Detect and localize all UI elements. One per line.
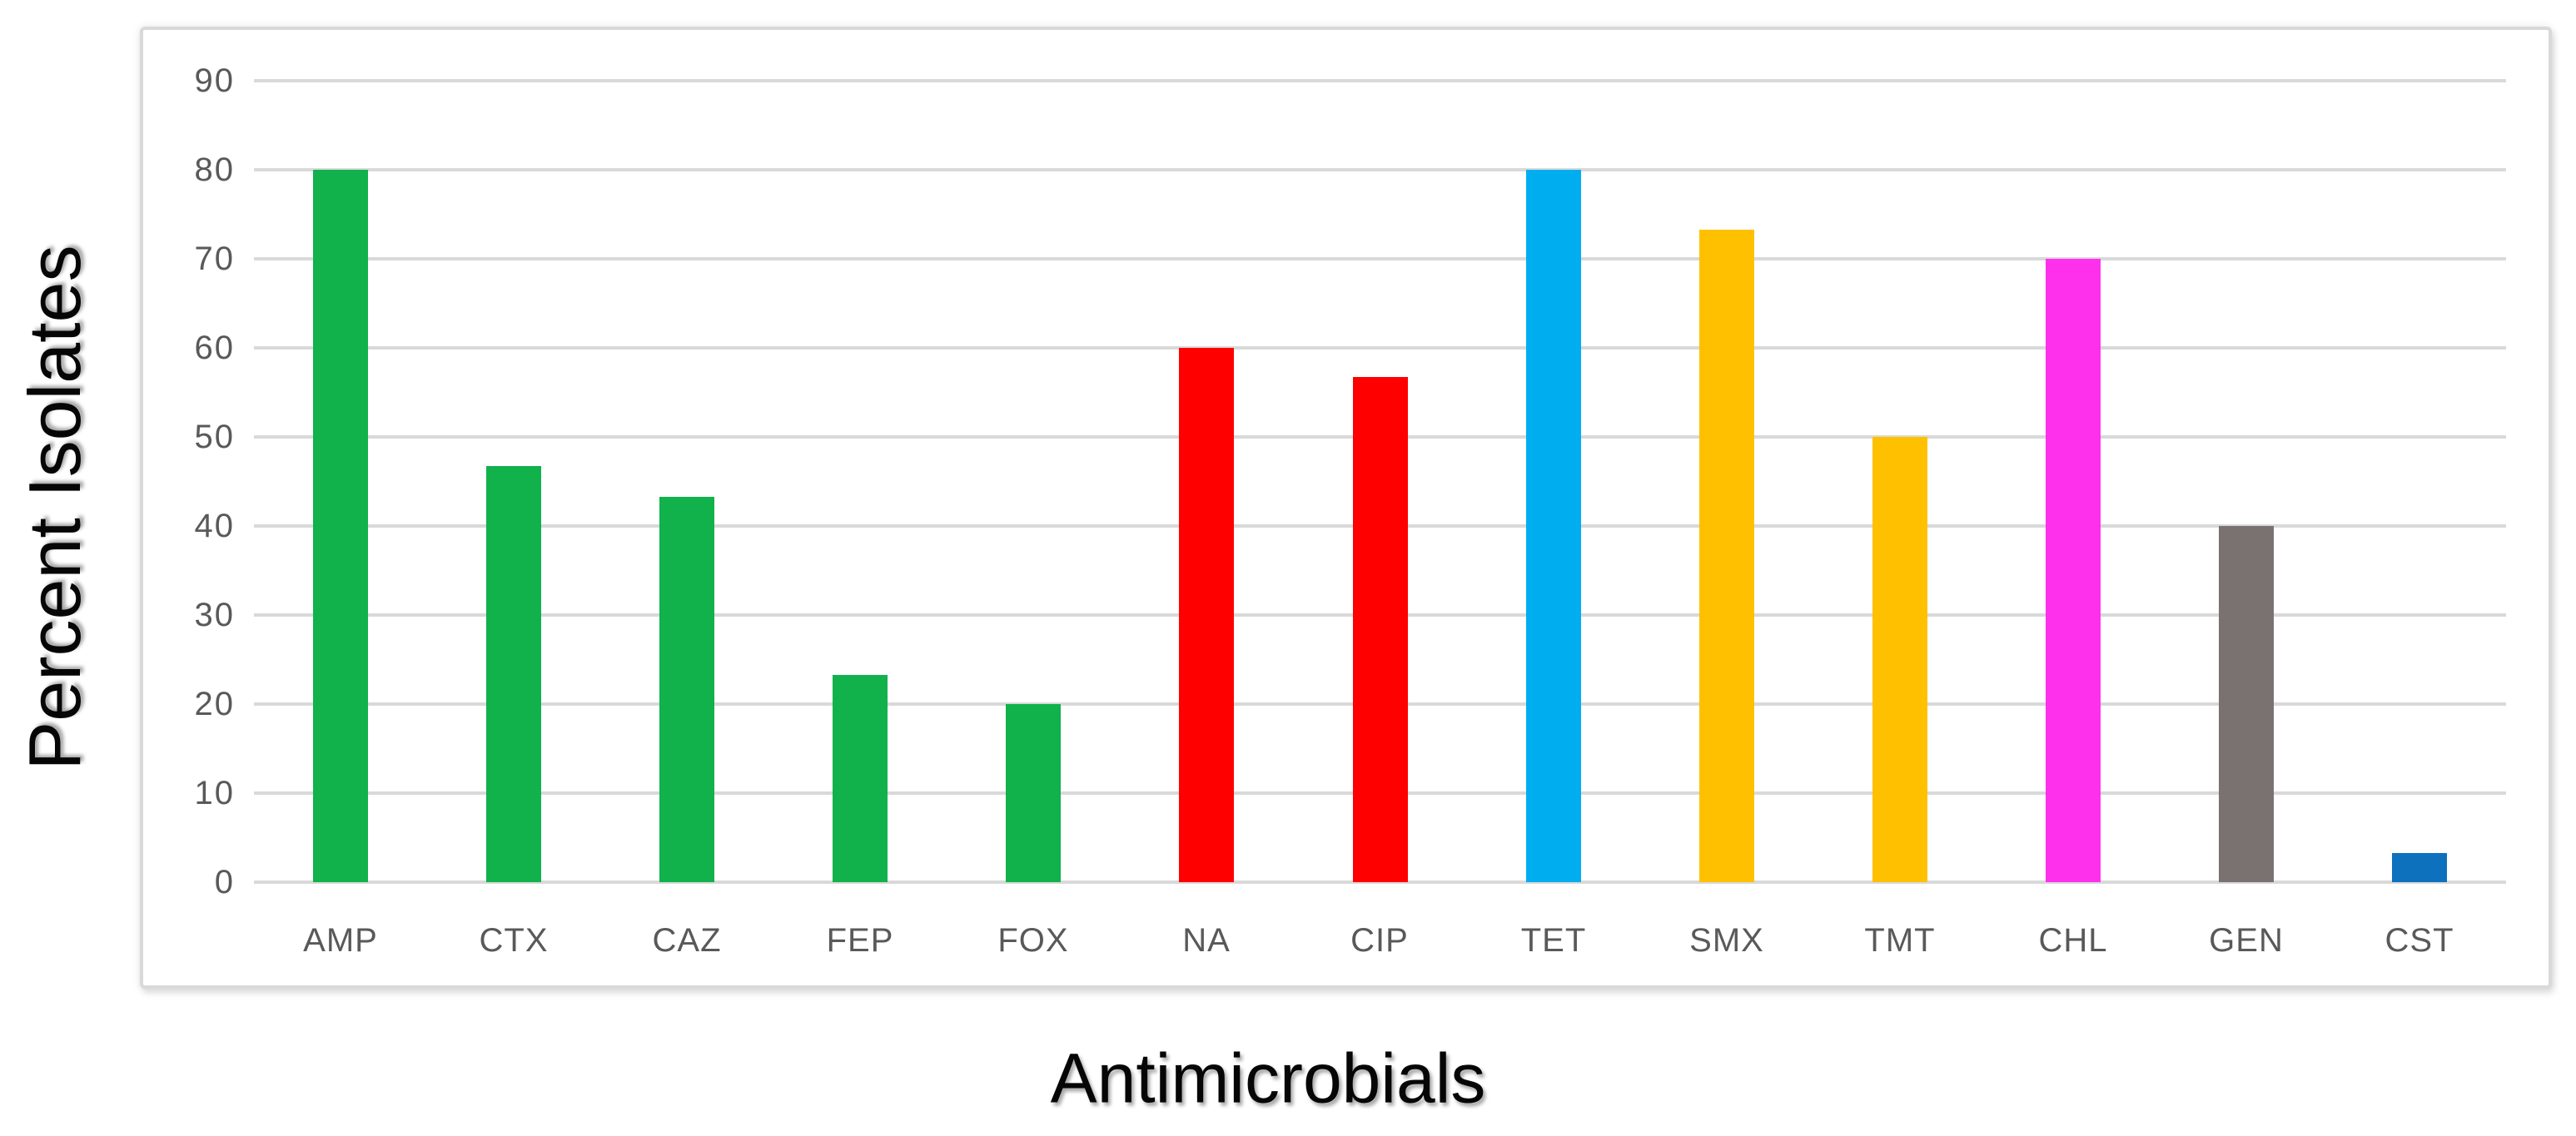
bar-chl [2046,259,2101,882]
x-category-label: FEP [826,922,894,959]
bar-tmt [1872,437,1927,882]
chart-area: 0 10 20 30 40 50 60 70 80 90 AMP CTX CAZ FEP FOX NA CIP… [140,27,2552,989]
x-category-label: TET [1520,922,1587,959]
gridline [254,79,2506,82]
x-category-label: CHL [2038,922,2108,959]
x-category-label: GEN [2209,922,2284,959]
x-axis-line [254,881,2506,884]
x-axis-title: Antimicrobials [1050,1039,1486,1118]
y-tick-label: 70 [194,241,235,277]
bar-gen [2219,526,2274,882]
x-category-label: CIP [1350,922,1409,959]
gridline [254,168,2506,171]
x-category-label: TMT [1864,922,1936,959]
bar-fep [833,675,888,882]
x-category-label: NA [1182,922,1231,959]
bar-tet [1526,170,1581,882]
y-tick-label: 20 [194,686,235,722]
x-category-label: SMX [1689,922,1764,959]
x-category-label: CTX [479,922,549,959]
y-tick-label: 80 [194,151,235,188]
y-tick-label: 60 [194,330,235,366]
x-category-label: CAZ [652,922,722,959]
bar-na [1179,348,1234,882]
bar-cip [1353,377,1408,882]
bar-amp [313,170,368,882]
y-tick-label: 90 [194,62,235,99]
y-axis-title: Percent Isolates [13,245,96,771]
gridline [254,346,2506,350]
gridline [254,257,2506,260]
x-category-label: AMP [303,922,378,959]
x-category-label: FOX [997,922,1069,959]
y-tick-label: 50 [194,419,235,455]
bar-fox [1006,704,1061,882]
bar-cst [2392,853,2447,882]
y-tick-label: 30 [194,597,235,633]
y-tick-label: 10 [194,775,235,811]
x-category-label: CST [2385,922,2454,959]
bar-caz [659,497,714,882]
y-tick-label: 40 [194,508,235,544]
bar-ctx [486,466,541,882]
bar-smx [1699,230,1754,882]
y-tick-label: 0 [214,864,235,900]
